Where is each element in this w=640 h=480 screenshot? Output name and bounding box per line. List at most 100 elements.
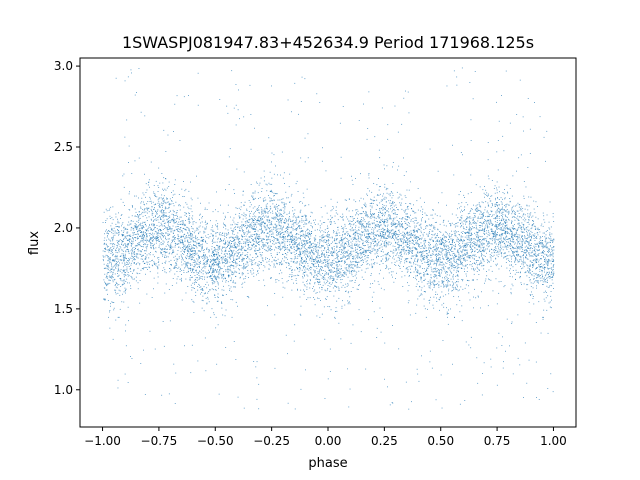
data-point: [103, 239, 105, 241]
data-point: [365, 251, 367, 252]
data-point: [248, 244, 249, 245]
data-point: [488, 241, 490, 243]
data-point: [244, 232, 246, 234]
data-point: [165, 206, 167, 208]
data-point: [428, 248, 429, 250]
data-point: [526, 255, 528, 256]
data-point: [314, 298, 316, 300]
data-point: [151, 210, 153, 211]
data-point: [359, 284, 360, 286]
data-point: [317, 275, 319, 277]
data-point: [388, 231, 390, 232]
data-point: [293, 222, 295, 224]
data-point: [139, 211, 140, 213]
data-point: [527, 270, 529, 271]
data-point: [422, 268, 423, 269]
data-point: [411, 251, 413, 253]
data-point: [380, 331, 382, 333]
data-point: [278, 280, 280, 282]
data-point: [166, 251, 168, 253]
data-point: [266, 226, 268, 228]
data-point: [158, 240, 160, 242]
data-point: [265, 183, 267, 185]
data-point: [473, 279, 474, 281]
data-point: [144, 258, 146, 259]
data-point: [190, 249, 191, 250]
data-point: [111, 237, 112, 239]
data-point: [478, 296, 479, 298]
data-point: [296, 228, 298, 230]
data-point: [247, 270, 249, 271]
data-point: [480, 239, 481, 240]
data-point: [283, 212, 285, 214]
data-point: [441, 240, 443, 242]
data-point: [415, 248, 417, 250]
data-point: [241, 272, 243, 274]
data-point: [355, 231, 357, 233]
data-point: [447, 281, 449, 283]
data-point: [436, 244, 438, 246]
data-point: [386, 230, 388, 232]
data-point: [322, 222, 324, 223]
data-point: [446, 286, 447, 288]
data-point: [410, 235, 412, 237]
data-point: [451, 248, 452, 249]
data-point: [379, 231, 381, 233]
data-point: [501, 211, 503, 213]
data-point: [333, 268, 335, 269]
data-point: [378, 227, 380, 228]
data-point: [457, 267, 459, 269]
data-point: [181, 249, 183, 251]
data-point: [514, 236, 515, 237]
data-point: [486, 225, 488, 227]
data-point: [392, 220, 394, 222]
data-point: [237, 237, 239, 239]
data-point: [274, 237, 275, 239]
data-point: [169, 226, 171, 228]
data-point: [331, 277, 333, 279]
data-point: [498, 247, 499, 249]
data-point: [292, 244, 294, 246]
data-point: [456, 237, 458, 239]
data-point: [529, 153, 531, 154]
data-point: [112, 206, 114, 208]
data-point: [212, 250, 214, 252]
data-point: [105, 277, 107, 279]
data-point: [351, 266, 353, 268]
data-point: [401, 241, 402, 243]
data-point: [403, 249, 405, 251]
data-point: [501, 218, 503, 220]
data-point: [294, 256, 296, 258]
data-point: [125, 289, 126, 291]
data-point: [123, 234, 125, 236]
data-point: [247, 225, 249, 227]
data-point: [420, 255, 422, 257]
data-point: [403, 234, 405, 236]
data-point: [212, 230, 214, 232]
data-point: [240, 202, 242, 204]
data-point: [546, 309, 548, 311]
data-point: [151, 213, 153, 215]
data-point: [145, 232, 146, 233]
data-point: [230, 246, 231, 248]
data-point: [240, 276, 241, 278]
data-point: [430, 256, 432, 258]
data-point: [441, 304, 443, 306]
data-point: [448, 242, 450, 243]
data-point: [354, 282, 356, 283]
data-point: [342, 231, 344, 232]
data-point: [180, 239, 182, 241]
data-point: [357, 220, 359, 221]
data-point: [148, 257, 150, 259]
data-point: [550, 272, 552, 274]
data-point: [176, 238, 178, 239]
data-point: [470, 222, 471, 224]
data-point: [131, 258, 133, 259]
data-point: [198, 275, 200, 276]
data-point: [306, 240, 308, 242]
data-point: [493, 235, 494, 237]
data-point: [398, 247, 399, 249]
data-point: [548, 259, 550, 260]
data-point: [484, 221, 486, 222]
data-point: [333, 240, 335, 242]
